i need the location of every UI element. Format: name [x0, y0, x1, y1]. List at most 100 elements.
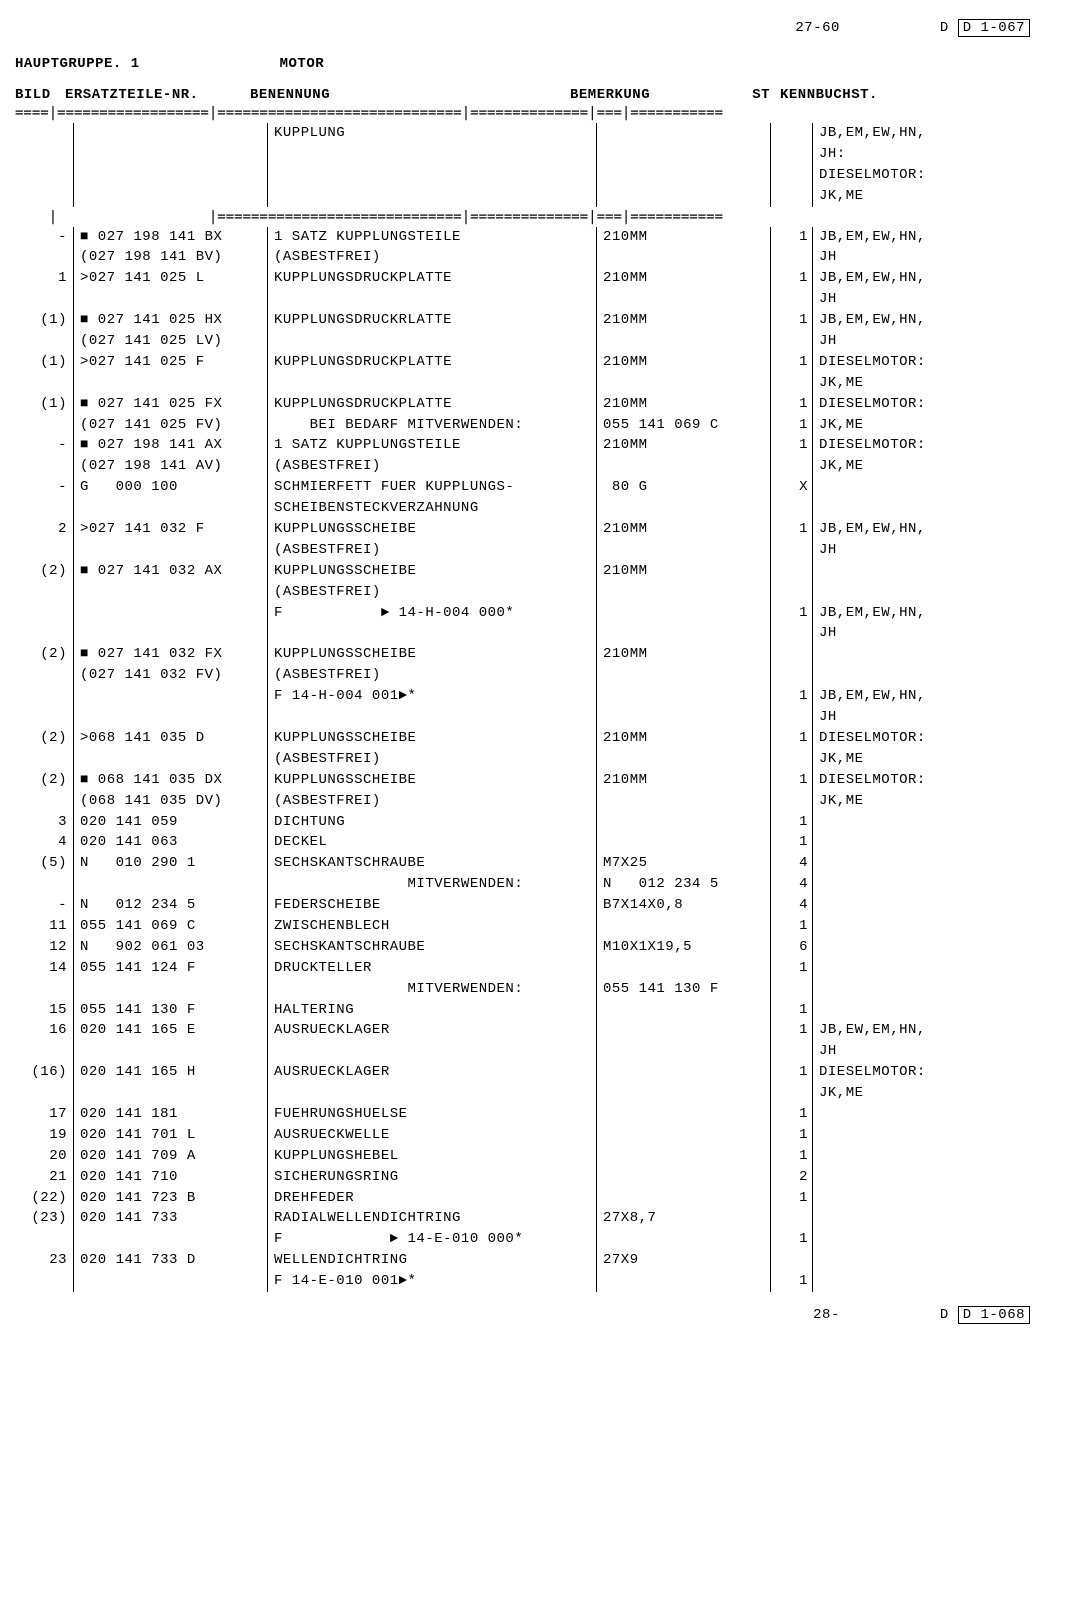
cell-bild: 15 [15, 1000, 74, 1021]
cell-benennung: SICHERUNGSRING [268, 1167, 597, 1188]
cell-bemerkung: 210MM [597, 435, 771, 456]
cell-kennbuchst: DIESELMOTOR: [813, 352, 1061, 373]
cell-ersatz: (027 141 032 FV) [74, 665, 268, 686]
cell-benennung: (ASBESTFREI) [268, 582, 597, 603]
cell-kennbuchst: JB,EM,EW,HN, [813, 519, 1061, 540]
cell-ersatz: 020 141 063 [74, 832, 268, 853]
section-kennbuchst-4: JK,ME [813, 186, 1061, 207]
cell-bild: - [15, 435, 74, 456]
cell-kennbuchst: DIESELMOTOR: [813, 728, 1061, 749]
cell-benennung: KUPPLUNGSHEBEL [268, 1146, 597, 1167]
cell-bemerkung: M10X1X19,5 [597, 937, 771, 958]
cell-bild [15, 979, 74, 1000]
parts-table-main: -■ 027 198 141 BX1 SATZ KUPPLUNGSTEILE21… [15, 227, 1060, 1292]
cell-bild [15, 603, 74, 624]
cell-bemerkung [597, 540, 771, 561]
cell-bemerkung: 210MM [597, 310, 771, 331]
cell-bild: - [15, 895, 74, 916]
cell-st: 6 [771, 937, 813, 958]
cell-bild: 2 [15, 519, 74, 540]
cell-benennung: KUPPLUNGSDRUCKPLATTE [268, 352, 597, 373]
cell-kennbuchst: JK,ME [813, 373, 1061, 394]
table-row: JH [15, 623, 1060, 644]
cell-st: 1 [771, 728, 813, 749]
cell-ersatz: 020 141 733 [74, 1208, 268, 1229]
cell-kennbuchst [813, 498, 1061, 519]
cell-kennbuchst [813, 1188, 1061, 1209]
cell-bemerkung [597, 1167, 771, 1188]
table-row: 23020 141 733 DWELLENDICHTRING27X9 [15, 1250, 1060, 1271]
cell-ersatz: 020 141 165 H [74, 1062, 268, 1083]
section-title: KUPPLUNG [268, 123, 597, 144]
cell-bild [15, 373, 74, 394]
cell-bild [15, 1083, 74, 1104]
cell-st: 1 [771, 415, 813, 436]
cell-ersatz: 055 141 130 F [74, 1000, 268, 1021]
cell-st: 4 [771, 874, 813, 895]
cell-kennbuchst [813, 895, 1061, 916]
cell-ersatz: ■ 027 198 141 BX [74, 227, 268, 248]
cell-bild: - [15, 227, 74, 248]
section-header-row: JK,ME [15, 186, 1060, 207]
cell-bild: (22) [15, 1188, 74, 1209]
cell-ersatz [74, 979, 268, 1000]
cell-ersatz: 020 141 709 A [74, 1146, 268, 1167]
table-row: (1)>027 141 025 FKUPPLUNGSDRUCKPLATTE210… [15, 352, 1060, 373]
cell-bild: 12 [15, 937, 74, 958]
cell-ersatz: ■ 027 141 032 FX [74, 644, 268, 665]
cell-bemerkung [597, 1146, 771, 1167]
cell-ersatz [74, 623, 268, 644]
cell-benennung: MITVERWENDEN: [268, 874, 597, 895]
cell-st [771, 665, 813, 686]
section-kennbuchst-1: JB,EM,EW,HN, [813, 123, 1061, 144]
cell-kennbuchst: JB,EM,EW,HN, [813, 310, 1061, 331]
page-ref-top: D D 1-067 [940, 20, 1030, 36]
page-range: 27-60 [795, 20, 840, 36]
cell-bemerkung: 210MM [597, 227, 771, 248]
cell-st [771, 1250, 813, 1271]
cell-bild [15, 331, 74, 352]
cell-benennung [268, 331, 597, 352]
table-row: (2)>068 141 035 DKUPPLUNGSSCHEIBE210MM1D… [15, 728, 1060, 749]
cell-bild: (16) [15, 1062, 74, 1083]
cell-st: 1 [771, 519, 813, 540]
cell-bemerkung [597, 1188, 771, 1209]
cell-benennung: KUPPLUNGSSCHEIBE [268, 519, 597, 540]
cell-st: 1 [771, 435, 813, 456]
table-row: F 14-H-004 001►*1JB,EM,EW,HN, [15, 686, 1060, 707]
cell-benennung: AUSRUECKLAGER [268, 1062, 597, 1083]
parts-table: KUPPLUNG JB,EM,EW,HN, JH: DIESELMOTOR: J… [15, 123, 1060, 207]
cell-kennbuchst [813, 1250, 1061, 1271]
cell-ersatz [74, 289, 268, 310]
cell-bemerkung: M7X25 [597, 853, 771, 874]
cell-ersatz [74, 1229, 268, 1250]
cell-benennung: SCHMIERFETT FUER KUPPLUNGS- [268, 477, 597, 498]
divider-top: ====|==================|================… [15, 105, 1060, 121]
table-row: (16)020 141 165 HAUSRUECKLAGER1DIESELMOT… [15, 1062, 1060, 1083]
cell-st: 4 [771, 895, 813, 916]
table-row: 20020 141 709 AKUPPLUNGSHEBEL1 [15, 1146, 1060, 1167]
cell-ersatz: (027 198 141 BV) [74, 247, 268, 268]
col-bild-header: BILD [15, 87, 65, 103]
cell-ersatz: >027 141 025 F [74, 352, 268, 373]
table-row: JH [15, 707, 1060, 728]
cell-bemerkung: 210MM [597, 519, 771, 540]
table-row: (2)■ 027 141 032 FXKUPPLUNGSSCHEIBE210MM [15, 644, 1060, 665]
cell-ersatz: N 012 234 5 [74, 895, 268, 916]
cell-bild [15, 791, 74, 812]
cell-benennung: KUPPLUNGSSCHEIBE [268, 770, 597, 791]
cell-kennbuchst [813, 1167, 1061, 1188]
cell-st: 1 [771, 812, 813, 833]
cell-bemerkung [597, 958, 771, 979]
cell-bemerkung [597, 1125, 771, 1146]
cell-bild: 23 [15, 1250, 74, 1271]
cell-bemerkung [597, 373, 771, 394]
cell-ersatz: (068 141 035 DV) [74, 791, 268, 812]
table-row: (2)■ 068 141 035 DXKUPPLUNGSSCHEIBE210MM… [15, 770, 1060, 791]
cell-bemerkung [597, 623, 771, 644]
cell-bild: (1) [15, 352, 74, 373]
cell-benennung: DICHTUNG [268, 812, 597, 833]
cell-bild [15, 498, 74, 519]
cell-benennung: KUPPLUNGSDRUCKPLATTE [268, 394, 597, 415]
cell-bemerkung: N 012 234 5 [597, 874, 771, 895]
